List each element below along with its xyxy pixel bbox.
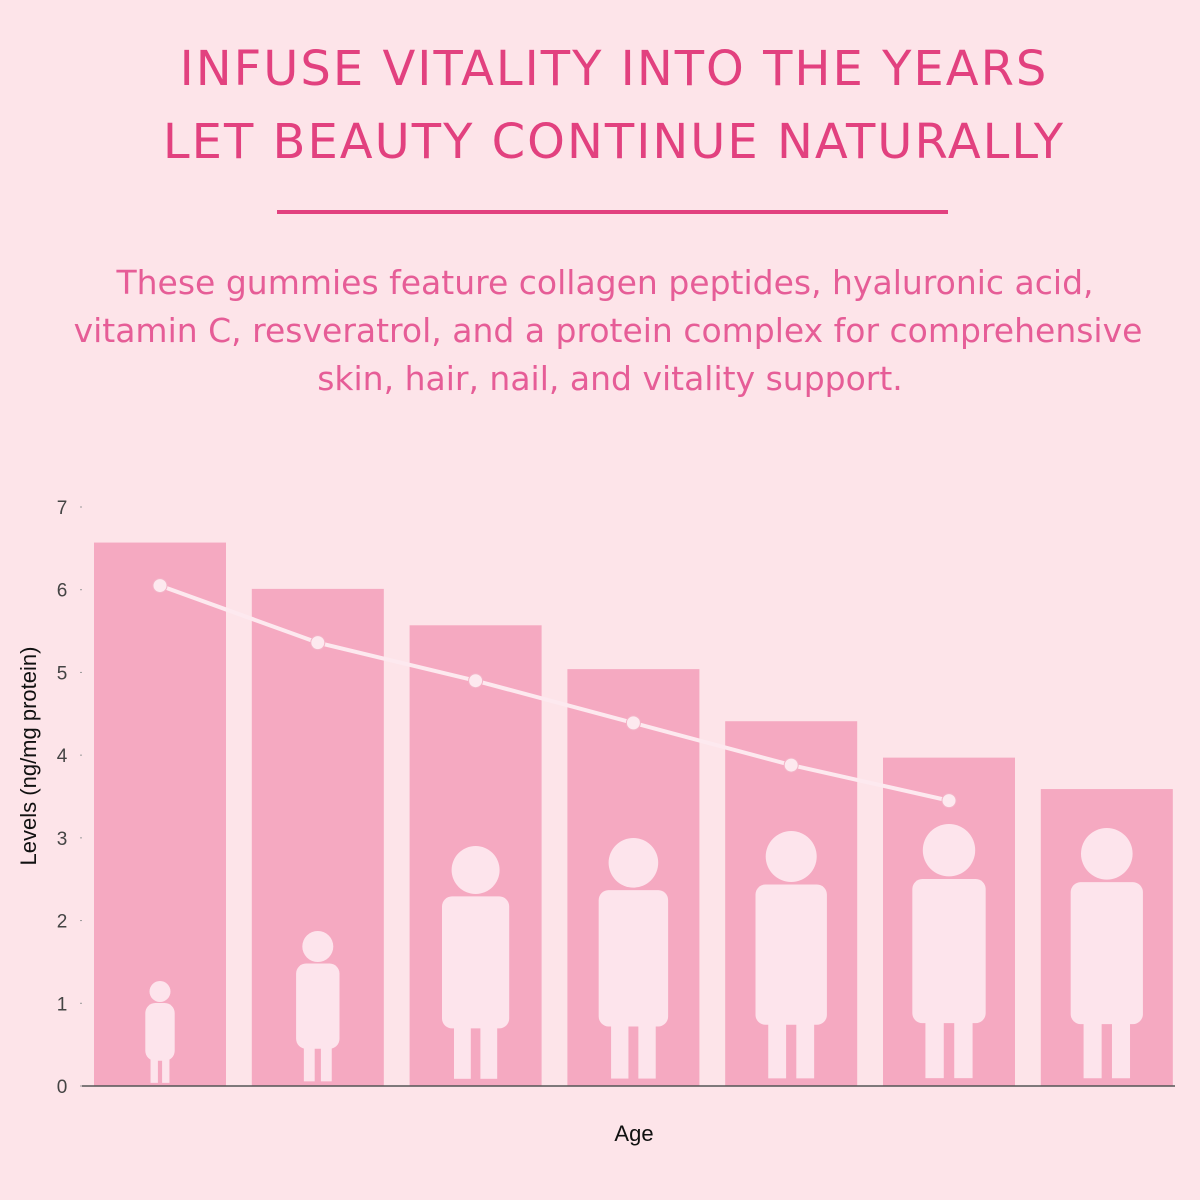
person-leg (303, 1041, 315, 1082)
person-head (451, 846, 500, 894)
person-leg (1083, 1011, 1102, 1079)
person-body (1070, 882, 1143, 1025)
person-head (302, 931, 334, 962)
x-axis-label: Age (614, 1121, 653, 1146)
person-icon (442, 846, 510, 1079)
person-head (922, 824, 976, 877)
subtitle-line: skin, hair, nail, and vitality support. (317, 359, 903, 398)
person-icon (1070, 828, 1143, 1079)
person-leg (320, 1041, 332, 1082)
person-icon (296, 931, 340, 1082)
person-leg (954, 1010, 973, 1079)
line-point (941, 793, 957, 809)
person-leg (768, 1012, 787, 1079)
person-leg (925, 1010, 944, 1079)
title-line: INFUSE VITALITY INTO THE YEARS (180, 41, 1049, 97)
line-point (625, 715, 641, 731)
person-leg (150, 1055, 158, 1083)
plot: 0 1 2 3 4 5 6 7 (57, 498, 1175, 1098)
y-tick-label: 1 (57, 994, 68, 1015)
person-body (755, 884, 827, 1025)
y-tick-label: 2 (57, 912, 68, 933)
subtitle-line: vitamin C, resveratrol, and a protein co… (74, 311, 1143, 350)
person-body (296, 963, 340, 1049)
person-head (608, 838, 659, 888)
person-leg (611, 1014, 629, 1079)
person-icon (755, 831, 827, 1079)
person-leg (1111, 1011, 1131, 1079)
person-icon (145, 981, 175, 1083)
y-tick-label: 5 (57, 663, 68, 684)
person-head (149, 981, 171, 1002)
person-head (765, 831, 817, 882)
y-tick-label: 6 (57, 581, 68, 602)
person-leg (480, 1016, 498, 1079)
person-leg (638, 1014, 656, 1079)
y-tick-label: 7 (57, 498, 68, 519)
person-body (442, 896, 510, 1029)
person-body (912, 879, 986, 1024)
subtitle-line: These gummies feature collagen peptides,… (115, 263, 1093, 302)
y-tick-label: 4 (57, 746, 68, 767)
line (159, 583, 950, 803)
y-tick-label: 3 (57, 829, 68, 850)
line-point (310, 635, 326, 651)
y-axis-label: Levels (ng/mg protein) (16, 647, 41, 866)
person-body (598, 890, 669, 1027)
person-leg (162, 1055, 170, 1083)
person-body (145, 1003, 175, 1061)
person-head (1081, 828, 1133, 880)
line-point (783, 757, 799, 773)
y-tick-label: 0 (57, 1077, 68, 1098)
person-leg (454, 1016, 471, 1079)
person-icon (912, 824, 986, 1079)
line-point (152, 578, 168, 594)
line-point (468, 673, 484, 689)
title-line: LET BEAUTY CONTINUE NATURALLY (163, 114, 1065, 170)
person-icon (598, 838, 669, 1079)
person-leg (796, 1012, 815, 1079)
